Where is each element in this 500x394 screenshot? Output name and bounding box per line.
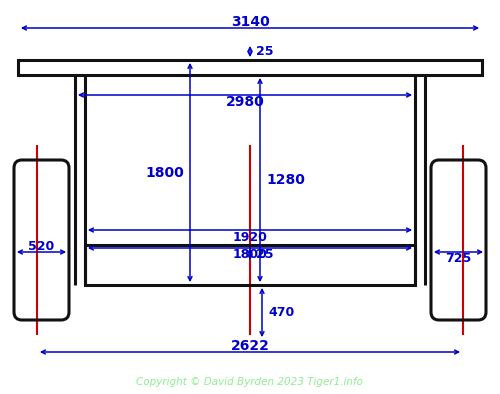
Text: Copyright © David Byrden 2023 Tiger1.info: Copyright © David Byrden 2023 Tiger1.inf… [136,377,364,387]
Text: 2622: 2622 [230,339,270,353]
Text: 1920: 1920 [232,230,268,243]
Bar [18,60,482,75]
Text: 1280: 1280 [266,173,305,187]
Text: 520: 520 [28,240,54,253]
Text: 25: 25 [256,45,274,58]
Text: 470: 470 [268,306,294,319]
Text: 2980: 2980 [226,95,264,109]
Bar [85,245,415,285]
Text: 25: 25 [256,247,274,260]
Text: 725: 725 [446,253,471,266]
Text: 1800: 1800 [232,249,268,262]
Text: 1800: 1800 [145,165,184,180]
Text: 3140: 3140 [230,15,270,29]
